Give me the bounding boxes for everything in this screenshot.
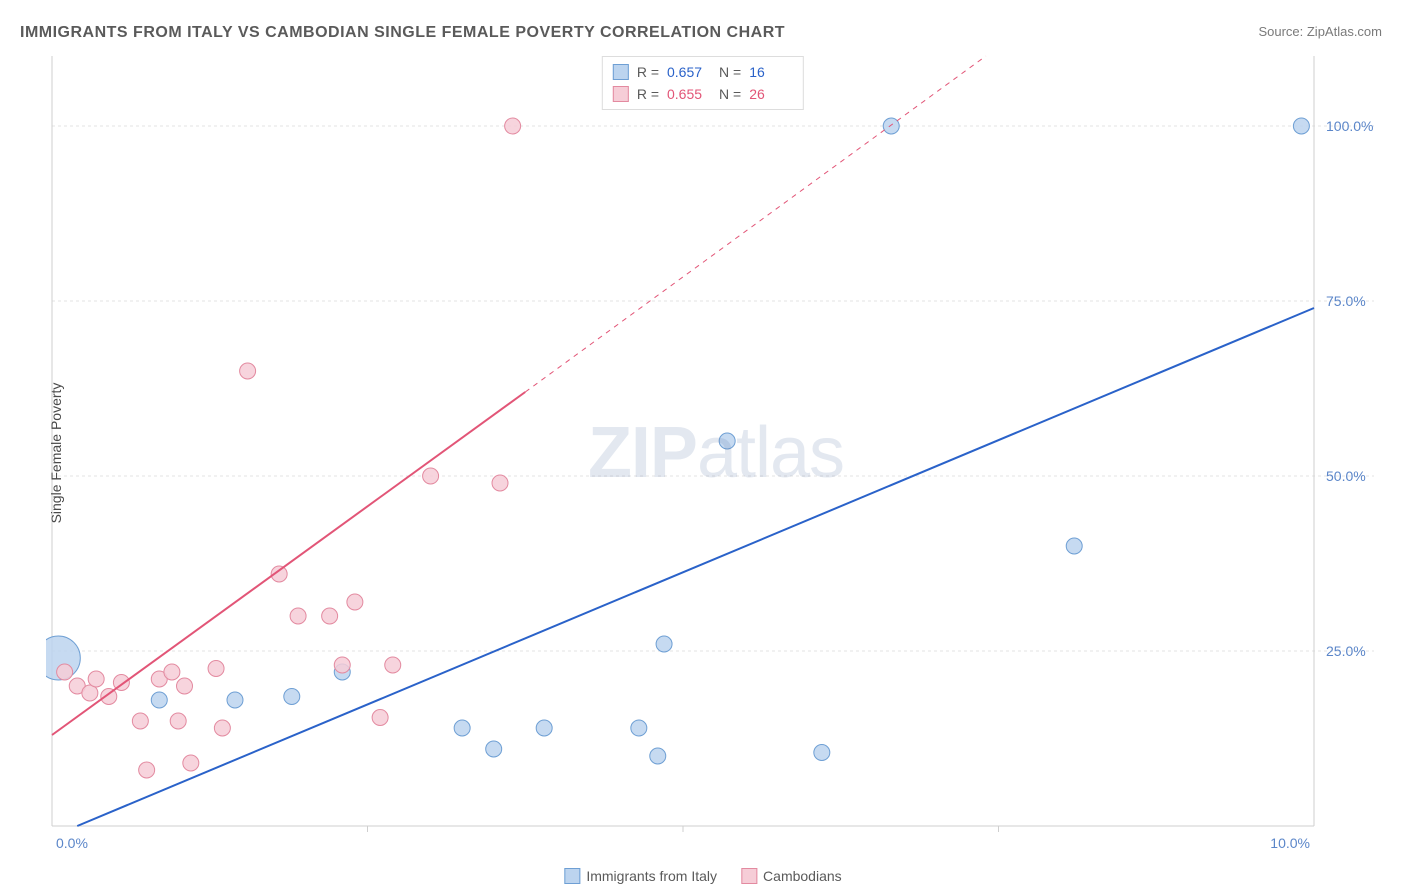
data-point — [492, 475, 508, 491]
data-point — [334, 657, 350, 673]
data-point — [631, 720, 647, 736]
legend-swatch — [564, 868, 580, 884]
source-prefix: Source: — [1258, 24, 1306, 39]
legend-label: Immigrants from Italy — [586, 868, 717, 884]
data-point — [240, 363, 256, 379]
data-point — [1066, 538, 1082, 554]
data-point — [486, 741, 502, 757]
data-point — [719, 433, 735, 449]
data-point — [170, 713, 186, 729]
data-point — [322, 608, 338, 624]
trend-line — [77, 308, 1314, 826]
legend-swatch — [741, 868, 757, 884]
trend-line — [52, 392, 525, 735]
data-point — [347, 594, 363, 610]
data-point — [183, 755, 199, 771]
data-point — [385, 657, 401, 673]
data-point — [132, 713, 148, 729]
data-point — [284, 689, 300, 705]
legend-item: Cambodians — [741, 868, 842, 884]
r-value: 0.657 — [667, 61, 711, 83]
n-value: 26 — [749, 83, 793, 105]
n-label: N = — [719, 83, 741, 105]
data-point — [1293, 118, 1309, 134]
n-label: N = — [719, 61, 741, 83]
data-point — [650, 748, 666, 764]
series-legend: Immigrants from Italy Cambodians — [564, 868, 841, 884]
scatter-chart: 25.0% 50.0% 75.0% 100.0% 0.0% 10.0% — [46, 50, 1386, 856]
data-point — [177, 678, 193, 694]
legend-label: Cambodians — [763, 868, 842, 884]
data-point — [57, 664, 73, 680]
data-point — [151, 692, 167, 708]
source-attribution: Source: ZipAtlas.com — [1258, 24, 1382, 39]
data-point — [454, 720, 470, 736]
n-value: 16 — [749, 61, 793, 83]
r-label: R = — [637, 61, 659, 83]
y-tick-label: 100.0% — [1326, 118, 1373, 134]
legend-swatch — [613, 86, 629, 102]
source-name: ZipAtlas.com — [1307, 24, 1382, 39]
data-point — [372, 710, 388, 726]
chart-title: IMMIGRANTS FROM ITALY VS CAMBODIAN SINGL… — [20, 24, 785, 42]
y-tick-label: 50.0% — [1326, 468, 1366, 484]
legend-row: R = 0.655 N = 26 — [613, 83, 793, 105]
legend-row: R = 0.657 N = 16 — [613, 61, 793, 83]
r-label: R = — [637, 83, 659, 105]
data-point — [139, 762, 155, 778]
data-point — [505, 118, 521, 134]
legend-swatch — [613, 64, 629, 80]
data-point — [290, 608, 306, 624]
data-point — [656, 636, 672, 652]
chart-area: Single Female Poverty ZIPatlas 25.0%50.0… — [46, 50, 1386, 856]
r-value: 0.655 — [667, 83, 711, 105]
data-point — [164, 664, 180, 680]
data-point — [88, 671, 104, 687]
data-point — [214, 720, 230, 736]
y-tick-label: 75.0% — [1326, 293, 1366, 309]
legend-item: Immigrants from Italy — [564, 868, 717, 884]
data-point — [423, 468, 439, 484]
data-point — [208, 661, 224, 677]
y-tick-label: 25.0% — [1326, 643, 1366, 659]
correlation-legend: R = 0.657 N = 16 R = 0.655 N = 26 — [602, 56, 804, 110]
data-point — [536, 720, 552, 736]
data-point — [227, 692, 243, 708]
x-tick-label-left: 0.0% — [56, 835, 88, 851]
y-axis-label: Single Female Poverty — [48, 383, 64, 524]
data-point — [814, 745, 830, 761]
x-tick-label-right: 10.0% — [1270, 835, 1310, 851]
